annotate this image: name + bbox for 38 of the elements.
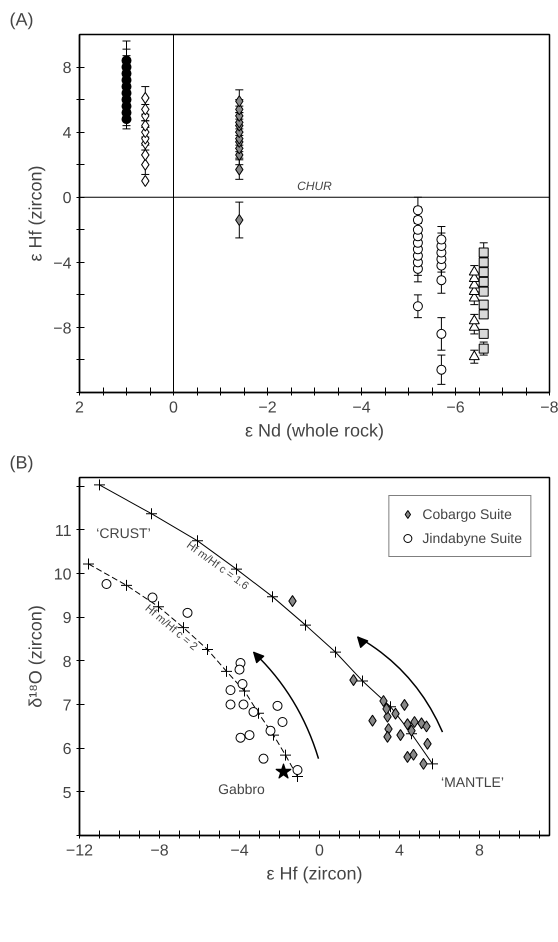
- x-tick-label: −8: [540, 400, 558, 416]
- x-tick-label: −6: [446, 400, 465, 416]
- ref-line-label: CHUR: [297, 179, 332, 194]
- y-tick-label: −8: [53, 320, 72, 338]
- annotation: ‘MANTLE’: [440, 774, 504, 790]
- y-tick-label: 4: [62, 125, 72, 142]
- text: Hf m/Hf c = 2: [142, 602, 200, 654]
- chart-title: (A): [10, 10, 34, 30]
- y-tick-label: 9: [62, 610, 72, 628]
- y-tick-label: 8: [62, 654, 72, 671]
- x-tick-label: 4: [395, 842, 404, 860]
- y-tick-label: 8: [62, 60, 72, 78]
- annotation: Gabbro: [218, 780, 266, 797]
- text: Hf m/Hf c = 1.6: [184, 539, 251, 592]
- y-tick-label: 11: [54, 522, 72, 540]
- legend-label: Cobargo Suite: [422, 506, 512, 522]
- x-tick-label: −2: [258, 400, 277, 416]
- x-axis-title: ε Nd (whole rock): [244, 420, 384, 440]
- x-tick-label: 0: [315, 842, 324, 860]
- chart-title: (B): [10, 452, 34, 472]
- y-tick-label: 10: [54, 566, 72, 584]
- y-axis-title: δ¹⁸O (zircon): [26, 605, 46, 708]
- y-tick-label: 7: [62, 698, 72, 715]
- y-tick-label: 0: [62, 190, 72, 208]
- x-axis-title: ε Hf (zircon): [266, 864, 363, 884]
- x-tick-label: −8: [150, 842, 169, 860]
- y-axis-title: ε Hf (zircon): [25, 165, 46, 262]
- legend-label: Jindabyne Suite: [422, 530, 522, 546]
- x-tick-label: 0: [169, 400, 178, 416]
- annotation: ‘CRUST’: [96, 524, 151, 541]
- y-tick-label: 5: [62, 784, 72, 802]
- x-tick-label: −12: [66, 842, 94, 860]
- x-tick-label: −4: [230, 842, 249, 860]
- x-tick-label: 8: [475, 842, 484, 860]
- x-tick-label: 2: [75, 400, 84, 416]
- y-tick-label: 6: [62, 741, 72, 758]
- y-tick-label: −4: [53, 255, 72, 272]
- x-tick-label: −4: [352, 400, 371, 416]
